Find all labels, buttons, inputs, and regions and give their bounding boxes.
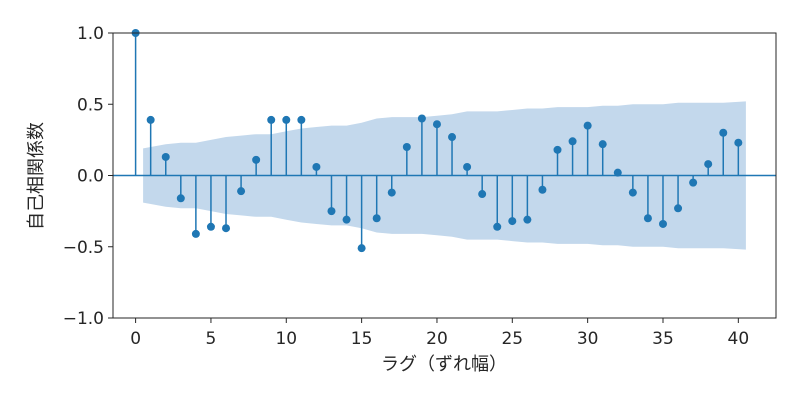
x-tick-label: 10 [275,329,297,349]
x-tick-label: 5 [206,329,217,349]
tick-layer: 0 5 10 15 20 25 30 35 40 −1.0 −0.5 0.0 0.5 1.0 [63,24,749,349]
stem-marker [432,120,441,129]
y-axis-label: 自己相関係数 [26,122,47,230]
stem-marker [267,115,276,124]
stem-marker [463,162,472,171]
stem-marker [613,168,622,177]
stem-marker [674,204,683,213]
stem-marker [658,219,667,228]
y-tick-label: 0.0 [77,167,104,187]
y-tick-label: 0.5 [77,95,104,115]
x-tick-label: 15 [351,329,373,349]
stem-marker [282,115,291,124]
stem-marker [252,155,261,164]
x-axis-label: ラグ（ずれ幅） [381,354,507,375]
stem-marker [297,115,306,124]
stem-marker [719,128,728,137]
y-tick-label: −0.5 [63,238,104,258]
stem-marker [176,194,185,203]
stem-marker [734,138,743,147]
stem-marker [161,152,170,161]
x-tick-label: 25 [501,329,523,349]
stem-marker [327,207,336,216]
stem-marker [387,188,396,197]
stem-marker [628,188,637,197]
stem-marker [222,224,231,233]
stem-marker [553,145,562,154]
stem-marker [478,190,487,199]
stem-marker [508,217,517,226]
stem-marker [598,140,607,149]
stem-marker [417,114,426,123]
x-tick-label: 35 [652,329,674,349]
stem-marker [146,115,155,124]
stem-marker [402,143,411,151]
stem-marker [312,162,321,171]
stem-marker [206,222,215,231]
x-tick-label: 0 [130,329,141,349]
stem-marker [357,244,366,253]
x-tick-label: 20 [426,329,448,349]
stem-marker [191,229,200,238]
stem-marker [583,121,592,130]
stem-layer [131,29,743,253]
stem-marker [372,214,381,223]
x-tick-label: 30 [577,329,599,349]
y-tick-label: −1.0 [63,309,104,329]
stem-marker [448,133,457,142]
stem-marker [689,178,698,187]
stem-marker [538,185,547,194]
y-tick-label: 1.0 [77,24,104,44]
stem-marker [237,187,246,196]
stem-marker [568,137,577,146]
stem-marker [523,215,532,224]
stem-marker [643,214,652,223]
x-tick-label: 40 [728,329,750,349]
stem-marker [493,222,502,231]
stem-marker [342,215,351,224]
stem-marker [704,160,713,169]
